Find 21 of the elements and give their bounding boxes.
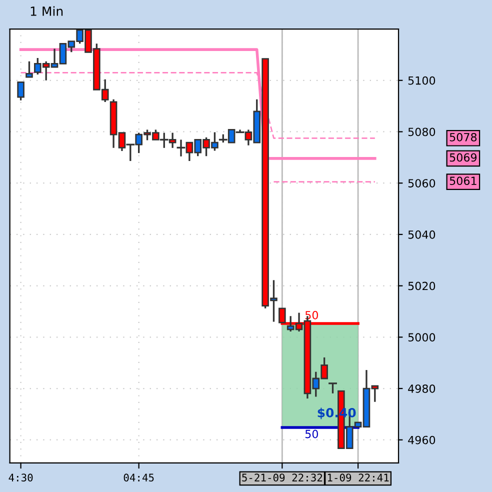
annotation: 50	[305, 430, 318, 438]
y-tick-label: 5040	[408, 230, 436, 239]
text: 5061	[450, 176, 476, 186]
x-tick-label: 4:30	[8, 474, 33, 482]
y-tick-label: 4960	[408, 436, 436, 444]
x-tick-label: 5-21-09 22:32	[242, 474, 322, 482]
x-tick-label: 1-09 22:41	[328, 474, 389, 482]
candlestick	[26, 60, 33, 78]
y-tick-label: 5000	[408, 333, 436, 342]
y-tick-label: 4980	[408, 384, 436, 393]
y-tick-label: 5060	[408, 179, 436, 188]
x-tick-label: 04:45	[124, 474, 154, 482]
y-tick-label: 5100	[408, 76, 436, 85]
y-tick-label: 5080	[408, 128, 436, 136]
text: 5069	[450, 153, 477, 162]
text: 5078	[450, 132, 477, 142]
y-tick-label: 5020	[408, 282, 436, 290]
annotation: 50	[305, 310, 318, 320]
chart-title: 1 Min	[30, 6, 63, 16]
candlestick	[328, 382, 337, 394]
candlestick	[17, 81, 24, 102]
